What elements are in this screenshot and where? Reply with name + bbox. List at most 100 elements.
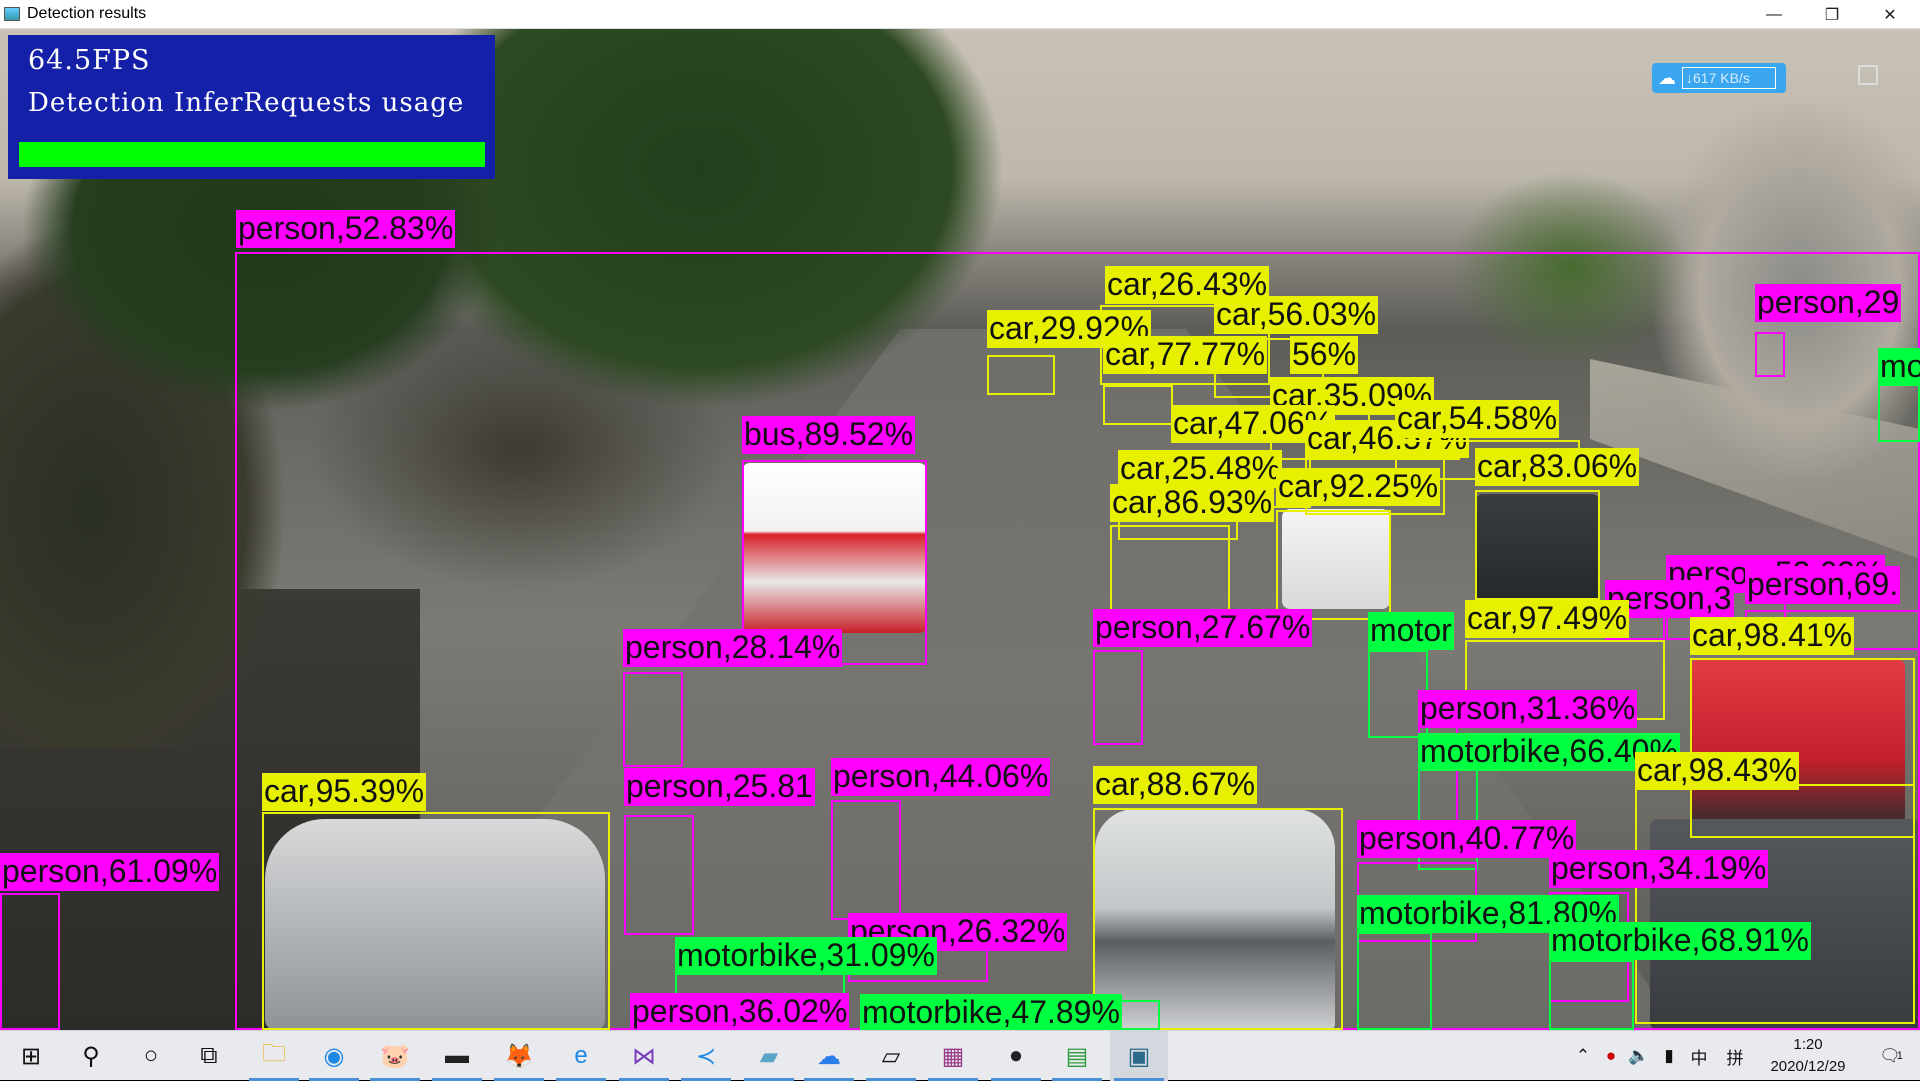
red-car-shape [1690,659,1905,829]
person-detection-label: person,31.36% [1418,690,1638,728]
car-detection-box [1093,808,1343,1030]
download-arrow-icon: ↓ [1686,70,1693,86]
bus-shape [742,463,927,633]
vscode-icon: ≺ [695,1042,717,1070]
app-file-taskbar-button[interactable]: ▱ [862,1031,920,1081]
motorbike-detection-box [1549,960,1634,1030]
baidu-netdisk-taskbar-button[interactable]: ☁ [800,1031,858,1081]
winrar-taskbar-button[interactable]: ▦ [924,1031,982,1081]
taskbar-clock[interactable]: 1:20 2020/12/29 [1748,1034,1868,1078]
close-icon: ✕ [1883,6,1897,24]
motorbike-detection-label: motorbike,47.89% [860,994,1122,1032]
notification-button[interactable]: 🗨 1 [1868,1031,1914,1081]
motorbike-detection-label: mo [1878,348,1920,386]
car-detection-label: car,77.77% [1103,336,1268,374]
person-detection-label: person,40.77% [1357,820,1577,858]
start-icon: ⊞ [20,1042,42,1070]
fps-overlay-panel: 64.5FPS Detection InferRequests usage [8,35,495,179]
car-detection-box [1635,784,1915,1024]
visual-studio-icon: ⋈ [632,1042,656,1070]
speed-readout: ↓ 617 KB/s [1682,67,1776,89]
motorbike-detection-box [1357,932,1432,1030]
bus-detection-label: bus,89.52% [742,416,916,454]
person-detection-label: person,61.09% [0,853,220,891]
cortana-taskbar-button[interactable]: ○ [122,1031,180,1081]
usage-bar-fill [19,142,485,167]
search-icon: ⚲ [82,1042,100,1070]
detection-window-taskbar-button[interactable]: ▣ [1110,1031,1168,1081]
person-detection-label: person,36.02% [630,993,850,1031]
car-detection-label: car,98.43% [1635,752,1800,790]
file-explorer-taskbar-button[interactable]: 🗀 [245,1031,303,1081]
github-icon: ● [1008,1042,1024,1069]
browser-taskbar-button[interactable]: ◉ [305,1031,363,1081]
browser-icon: ◉ [323,1042,345,1070]
network-speed-widget[interactable]: ☁ ↓ 617 KB/s [1652,63,1786,93]
search-taskbar-button[interactable]: ⚲ [62,1031,120,1081]
volume-icon[interactable]: 🔈 [1628,1046,1650,1065]
person-detection-box [1755,332,1785,377]
app-chart-icon: ▤ [1065,1042,1089,1070]
car-detection-label: car,98.41% [1690,617,1855,655]
battery-icon[interactable]: ▮ [1664,1046,1674,1065]
dark-suv-shape [1475,494,1600,604]
restore-icon: ❐ [1824,6,1840,24]
person-detection-label: person,34.19% [1549,850,1769,888]
app-tray-icon[interactable]: ● [1605,1046,1617,1065]
task-view-taskbar-button[interactable]: ⧉ [180,1031,238,1081]
car-detection-box [1690,658,1915,838]
app-pig-taskbar-button[interactable]: 🐷 [366,1031,424,1081]
motorbike-detection-box [1878,382,1920,442]
person-detection-label: person,25.81 [624,768,815,806]
internet-explorer-taskbar-button[interactable]: e [552,1031,610,1081]
baidu-netdisk-icon: ☁ [817,1042,841,1070]
person-detection-box [624,815,694,935]
app-pig-icon: 🐷 [380,1042,410,1070]
car-detection-label: car,35.09% [1270,377,1435,415]
person-detection-box [831,800,901,920]
person-detection-box [623,672,683,767]
car-detection-box [1103,385,1173,425]
winrar-icon: ▦ [941,1042,965,1070]
clock-time: 1:20 [1793,1036,1823,1053]
cortana-icon: ○ [143,1042,159,1069]
silver-car-shape [265,819,605,1030]
restore-button[interactable]: ❐ [1803,0,1861,29]
github-taskbar-button[interactable]: ● [987,1031,1045,1081]
cloud-icon: ☁ [1658,67,1676,88]
app-chart-taskbar-button[interactable]: ▤ [1048,1031,1106,1081]
file-explorer-icon: 🗀 [262,1039,286,1067]
vscode-taskbar-button[interactable]: ≺ [677,1031,735,1081]
motorbike-detection-label: motorbike,31.09% [675,937,937,975]
window-title: Detection results [27,5,147,22]
chevron-up-icon[interactable]: ⌃ [1575,1046,1591,1065]
car-detection-box [262,812,610,1030]
terminal-taskbar-button[interactable]: ▬ [428,1031,486,1081]
firefox-taskbar-button[interactable]: 🦊 [490,1031,548,1081]
car-detection-label: car,97.49% [1465,600,1630,638]
car-detection-box [1276,510,1391,620]
usage-label: Detection InferRequests usage [28,88,465,118]
ime-indicator[interactable]: 中 [1690,1048,1708,1068]
window-titlebar[interactable]: Detection results — ❐ ✕ [0,0,1920,29]
ime-mode-indicator[interactable]: 拼 [1726,1048,1744,1068]
car-detection-label: car,88.67% [1093,766,1258,804]
start-taskbar-button[interactable]: ⊞ [2,1031,60,1081]
motorbike-detection-label: motor [1368,612,1454,650]
fps-counter: 64.5FPS [28,45,151,76]
task-view-icon: ⧉ [200,1042,218,1069]
car-detection-label: car,95.39% [262,773,427,811]
visual-studio-taskbar-button[interactable]: ⋈ [615,1031,673,1081]
motorbike-detection-label: motorbike,68.91% [1549,922,1811,960]
minimize-button[interactable]: — [1745,0,1803,29]
minimize-icon: — [1766,5,1782,23]
person-detection-label: person,52.83% [236,210,456,248]
app-blue-taskbar-button[interactable]: ▰ [740,1031,798,1081]
notification-icon: 🗨 [1879,1046,1901,1065]
person-detection-label: person,44.06% [831,758,1051,796]
car-detection-label: 56% [1290,336,1359,374]
close-button[interactable]: ✕ [1861,0,1919,29]
window-mode-icon[interactable] [1858,65,1878,85]
car-detection-label: car,54.58% [1395,400,1560,438]
clock-date: 2020/12/29 [1770,1058,1846,1075]
